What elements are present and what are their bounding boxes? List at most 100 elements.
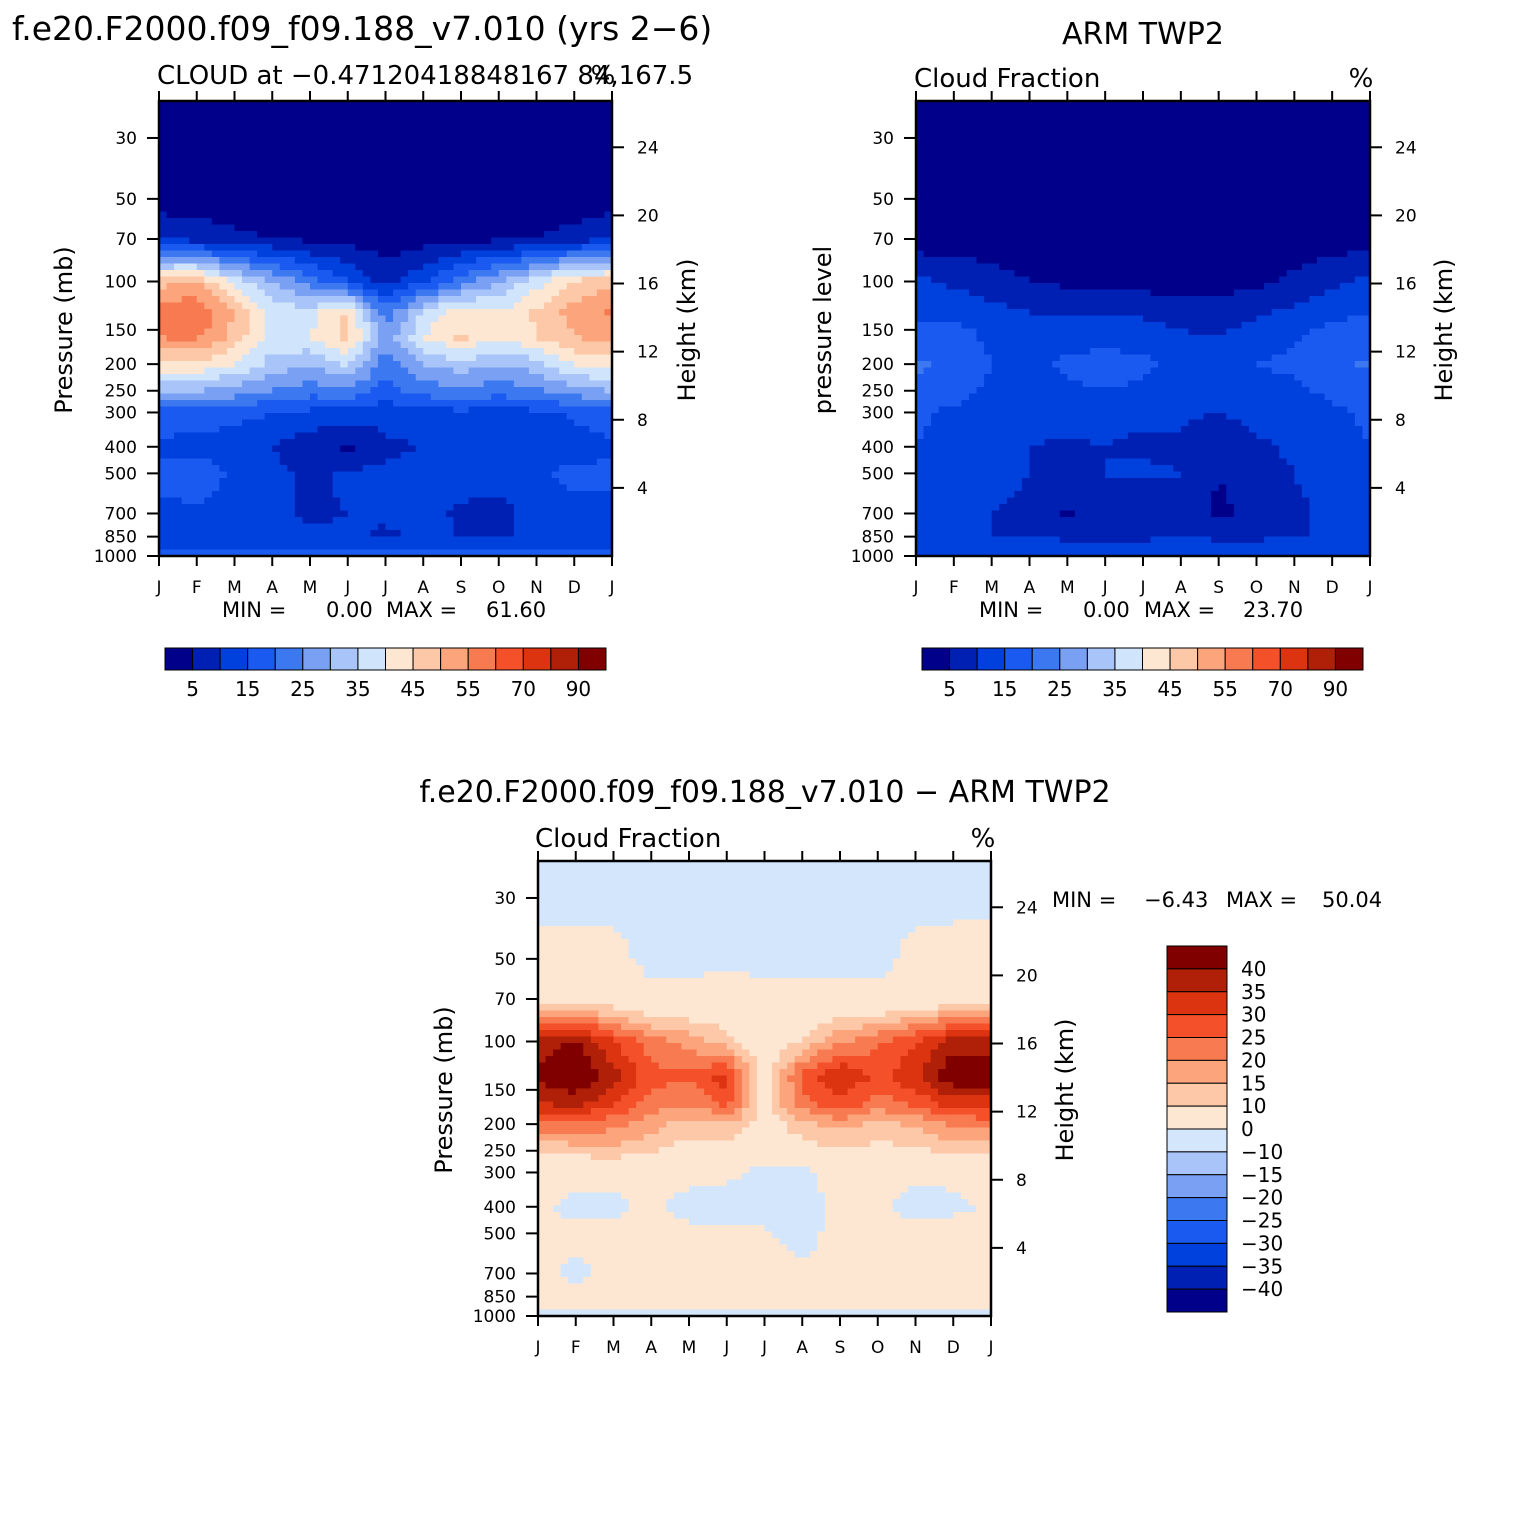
contour-cell — [211, 133, 220, 141]
contour-cell — [923, 159, 932, 167]
contour-cell — [279, 270, 288, 278]
contour-cell — [181, 107, 190, 115]
contour-cell — [1037, 120, 1046, 128]
contour-cell — [302, 315, 311, 323]
contour-cell — [581, 341, 590, 349]
contour-cell — [513, 146, 522, 154]
contour-cell — [513, 432, 522, 440]
contour-cell — [377, 198, 387, 206]
contour-cell — [1279, 166, 1288, 174]
contour-cell — [528, 335, 538, 343]
contour-cell — [1347, 101, 1356, 109]
contour-cell — [294, 445, 304, 453]
contour-cell — [1294, 101, 1303, 109]
contour-cell — [204, 400, 213, 408]
contour-cell — [226, 146, 236, 154]
contour-cell — [317, 283, 326, 291]
contour-cell — [355, 276, 364, 284]
contour-cell — [1256, 133, 1265, 141]
contour-cell — [1037, 166, 1046, 174]
contour-cell — [362, 250, 371, 258]
contour-cell — [196, 237, 205, 245]
contour-cell — [999, 146, 1008, 154]
contour-cell — [931, 140, 940, 148]
contour-cell — [377, 361, 387, 369]
contour-cell — [310, 341, 319, 349]
contour-cell — [226, 205, 236, 213]
contour-cell — [408, 237, 417, 245]
contour-cell — [393, 218, 402, 226]
contour-cell — [1248, 159, 1258, 167]
contour-cell — [453, 549, 462, 557]
contour-cell — [506, 543, 515, 551]
contour-cell — [204, 101, 213, 109]
contour-cell — [574, 153, 583, 161]
contour-cell — [204, 237, 213, 245]
contour-cell — [483, 380, 492, 388]
contour-cell — [332, 497, 341, 505]
contour-cell — [491, 315, 500, 323]
contour-cell — [506, 439, 515, 447]
contour-cell — [536, 465, 545, 473]
contour-cell — [272, 133, 281, 141]
contour-cell — [528, 432, 538, 440]
contour-cell — [551, 289, 560, 297]
contour-cell — [1241, 114, 1250, 122]
contour-cell — [159, 140, 168, 148]
contour-cell — [294, 309, 304, 317]
contour-cell — [1226, 120, 1235, 128]
contour-cell — [1211, 153, 1220, 161]
contour-cell — [257, 406, 266, 414]
colorbar-label: 35 — [345, 677, 370, 701]
contour-cell — [528, 172, 538, 180]
contour-cell — [453, 179, 462, 187]
contour-cell — [528, 484, 538, 492]
contour-cell — [219, 205, 228, 213]
contour-cell — [272, 497, 281, 505]
colorbar-box — [247, 647, 276, 671]
contour-cell — [498, 393, 507, 401]
contour-cell — [340, 413, 349, 421]
contour-cell — [272, 250, 281, 258]
contour-cell — [961, 140, 970, 148]
contour-cell — [310, 523, 319, 531]
contour-cell — [385, 341, 394, 349]
contour-cell — [279, 406, 288, 414]
contour-cell — [204, 107, 213, 115]
contour-cell — [234, 289, 243, 297]
contour-cell — [166, 120, 175, 128]
contour-cell — [355, 218, 364, 226]
contour-cell — [1135, 107, 1144, 115]
contour-cell — [310, 302, 319, 310]
contour-cell — [1150, 166, 1159, 174]
contour-cell — [476, 322, 485, 330]
contour-cell — [219, 387, 228, 395]
contour-cell — [468, 387, 477, 395]
contour-cell — [257, 465, 266, 473]
contour-cell — [483, 510, 492, 518]
contour-cell — [257, 348, 266, 356]
contour-cell — [310, 231, 319, 239]
contour-cell — [574, 270, 583, 278]
contour-cell — [211, 536, 220, 544]
contour-cell — [1112, 133, 1121, 141]
contour-cell — [468, 159, 477, 167]
contour-cell — [219, 244, 228, 252]
contour-cell — [581, 302, 590, 310]
contour-cell — [166, 361, 175, 369]
contour-cell — [521, 107, 530, 115]
contour-cell — [408, 146, 417, 154]
contour-cell — [264, 302, 273, 310]
contour-cell — [332, 198, 341, 206]
contour-cell — [302, 543, 311, 551]
contour-cell — [1090, 159, 1099, 167]
contour-cell — [589, 348, 598, 356]
contour-cell — [961, 133, 970, 141]
contour-cell — [332, 413, 341, 421]
contour-cell — [1271, 101, 1280, 109]
contour-cell — [332, 185, 341, 193]
contour-cell — [1286, 166, 1295, 174]
contour-cell — [528, 179, 538, 187]
contour-cell — [340, 101, 349, 109]
contour-cell — [506, 491, 515, 499]
